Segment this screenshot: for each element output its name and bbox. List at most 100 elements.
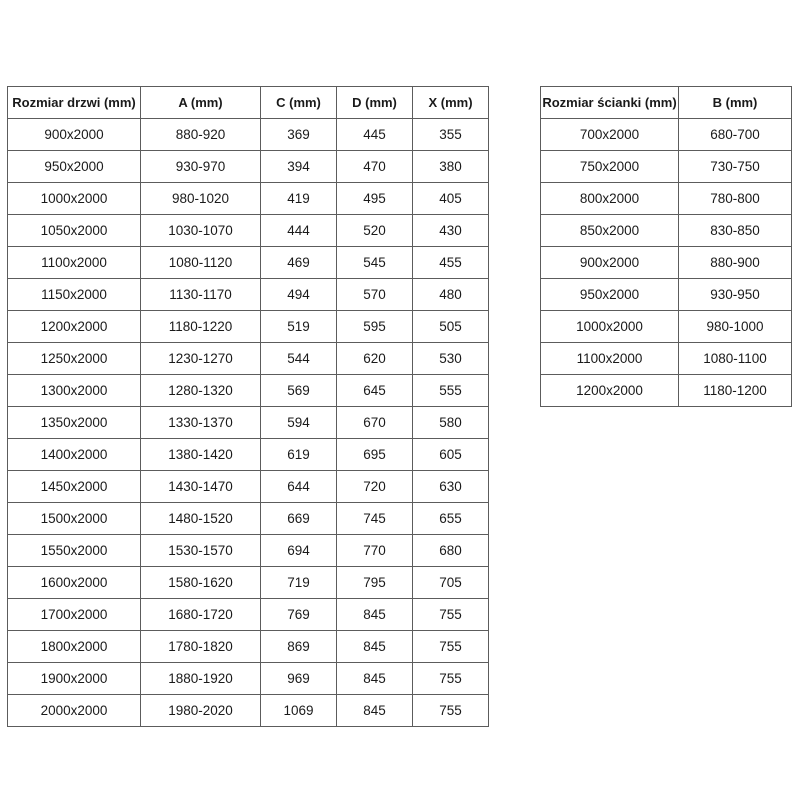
cell-door-size: 1400x2000 (7, 438, 141, 471)
cell-door-size: 950x2000 (7, 150, 141, 183)
table-row: 1800x2000 1780-1820 869 845 755 (7, 630, 489, 663)
wall-panel-size-table: Rozmiar ścianki (mm) B (mm) 700x2000 680… (540, 86, 792, 407)
cell-c: 544 (260, 342, 337, 375)
table-row: 900x2000 880-920 369 445 355 (7, 118, 489, 151)
table-header-row: Rozmiar ścianki (mm) B (mm) (540, 86, 792, 119)
table-row: 1400x2000 1380-1420 619 695 605 (7, 438, 489, 471)
cell-door-size: 1550x2000 (7, 534, 141, 567)
cell-wall-size: 750x2000 (540, 150, 679, 183)
table-row: 1200x2000 1180-1200 (540, 374, 792, 407)
cell-a: 1180-1220 (140, 310, 261, 343)
cell-a: 1530-1570 (140, 534, 261, 567)
cell-a: 980-1020 (140, 182, 261, 215)
cell-x: 380 (412, 150, 489, 183)
cell-d: 445 (336, 118, 413, 151)
cell-d: 845 (336, 630, 413, 663)
table-row: 950x2000 930-970 394 470 380 (7, 150, 489, 183)
cell-x: 705 (412, 566, 489, 599)
cell-a: 1130-1170 (140, 278, 261, 311)
cell-d: 845 (336, 598, 413, 631)
column-header-x: X (mm) (412, 86, 489, 119)
cell-d: 845 (336, 694, 413, 727)
cell-door-size: 1150x2000 (7, 278, 141, 311)
table-row: 750x2000 730-750 (540, 150, 792, 183)
cell-door-size: 1200x2000 (7, 310, 141, 343)
cell-x: 505 (412, 310, 489, 343)
cell-d: 520 (336, 214, 413, 247)
cell-door-size: 1100x2000 (7, 246, 141, 279)
cell-x: 630 (412, 470, 489, 503)
table-row: 900x2000 880-900 (540, 246, 792, 279)
cell-x: 355 (412, 118, 489, 151)
cell-x: 530 (412, 342, 489, 375)
cell-b: 680-700 (678, 118, 792, 151)
column-header-a: A (mm) (140, 86, 261, 119)
cell-d: 795 (336, 566, 413, 599)
table-row: 1700x2000 1680-1720 769 845 755 (7, 598, 489, 631)
cell-wall-size: 700x2000 (540, 118, 679, 151)
cell-c: 769 (260, 598, 337, 631)
cell-door-size: 1050x2000 (7, 214, 141, 247)
cell-x: 455 (412, 246, 489, 279)
cell-d: 620 (336, 342, 413, 375)
cell-d: 595 (336, 310, 413, 343)
table-row: 1450x2000 1430-1470 644 720 630 (7, 470, 489, 503)
cell-door-size: 1250x2000 (7, 342, 141, 375)
cell-x: 655 (412, 502, 489, 535)
cell-c: 394 (260, 150, 337, 183)
cell-wall-size: 950x2000 (540, 278, 679, 311)
cell-wall-size: 800x2000 (540, 182, 679, 215)
cell-c: 694 (260, 534, 337, 567)
cell-door-size: 1300x2000 (7, 374, 141, 407)
column-header-c: C (mm) (260, 86, 337, 119)
table-row: 1100x2000 1080-1100 (540, 342, 792, 375)
cell-c: 619 (260, 438, 337, 471)
cell-c: 594 (260, 406, 337, 439)
cell-door-size: 1700x2000 (7, 598, 141, 631)
table-row: 700x2000 680-700 (540, 118, 792, 151)
cell-a: 1330-1370 (140, 406, 261, 439)
table-row: 1150x2000 1130-1170 494 570 480 (7, 278, 489, 311)
cell-x: 755 (412, 630, 489, 663)
cell-d: 545 (336, 246, 413, 279)
column-header-d: D (mm) (336, 86, 413, 119)
door-size-table: Rozmiar drzwi (mm) A (mm) C (mm) D (mm) … (7, 86, 489, 727)
cell-wall-size: 850x2000 (540, 214, 679, 247)
cell-wall-size: 1100x2000 (540, 342, 679, 375)
cell-a: 1430-1470 (140, 470, 261, 503)
table-row: 1050x2000 1030-1070 444 520 430 (7, 214, 489, 247)
cell-d: 670 (336, 406, 413, 439)
cell-x: 480 (412, 278, 489, 311)
cell-d: 495 (336, 182, 413, 215)
table-row: 950x2000 930-950 (540, 278, 792, 311)
cell-door-size: 900x2000 (7, 118, 141, 151)
cell-c: 569 (260, 374, 337, 407)
cell-c: 644 (260, 470, 337, 503)
table-row: 1550x2000 1530-1570 694 770 680 (7, 534, 489, 567)
cell-b: 980-1000 (678, 310, 792, 343)
table-row: 800x2000 780-800 (540, 182, 792, 215)
cell-b: 780-800 (678, 182, 792, 215)
cell-door-size: 2000x2000 (7, 694, 141, 727)
table-row: 1000x2000 980-1020 419 495 405 (7, 182, 489, 215)
cell-a: 1230-1270 (140, 342, 261, 375)
table-row: 1300x2000 1280-1320 569 645 555 (7, 374, 489, 407)
table-row: 850x2000 830-850 (540, 214, 792, 247)
cell-door-size: 1900x2000 (7, 662, 141, 695)
table-row: 1100x2000 1080-1120 469 545 455 (7, 246, 489, 279)
cell-x: 405 (412, 182, 489, 215)
cell-b: 930-950 (678, 278, 792, 311)
cell-x: 755 (412, 694, 489, 727)
cell-c: 669 (260, 502, 337, 535)
column-header-b: B (mm) (678, 86, 792, 119)
cell-wall-size: 1000x2000 (540, 310, 679, 343)
cell-door-size: 1600x2000 (7, 566, 141, 599)
cell-c: 494 (260, 278, 337, 311)
table-row: 1900x2000 1880-1920 969 845 755 (7, 662, 489, 695)
cell-a: 1580-1620 (140, 566, 261, 599)
cell-a: 1280-1320 (140, 374, 261, 407)
cell-a: 1380-1420 (140, 438, 261, 471)
cell-door-size: 1450x2000 (7, 470, 141, 503)
cell-d: 745 (336, 502, 413, 535)
